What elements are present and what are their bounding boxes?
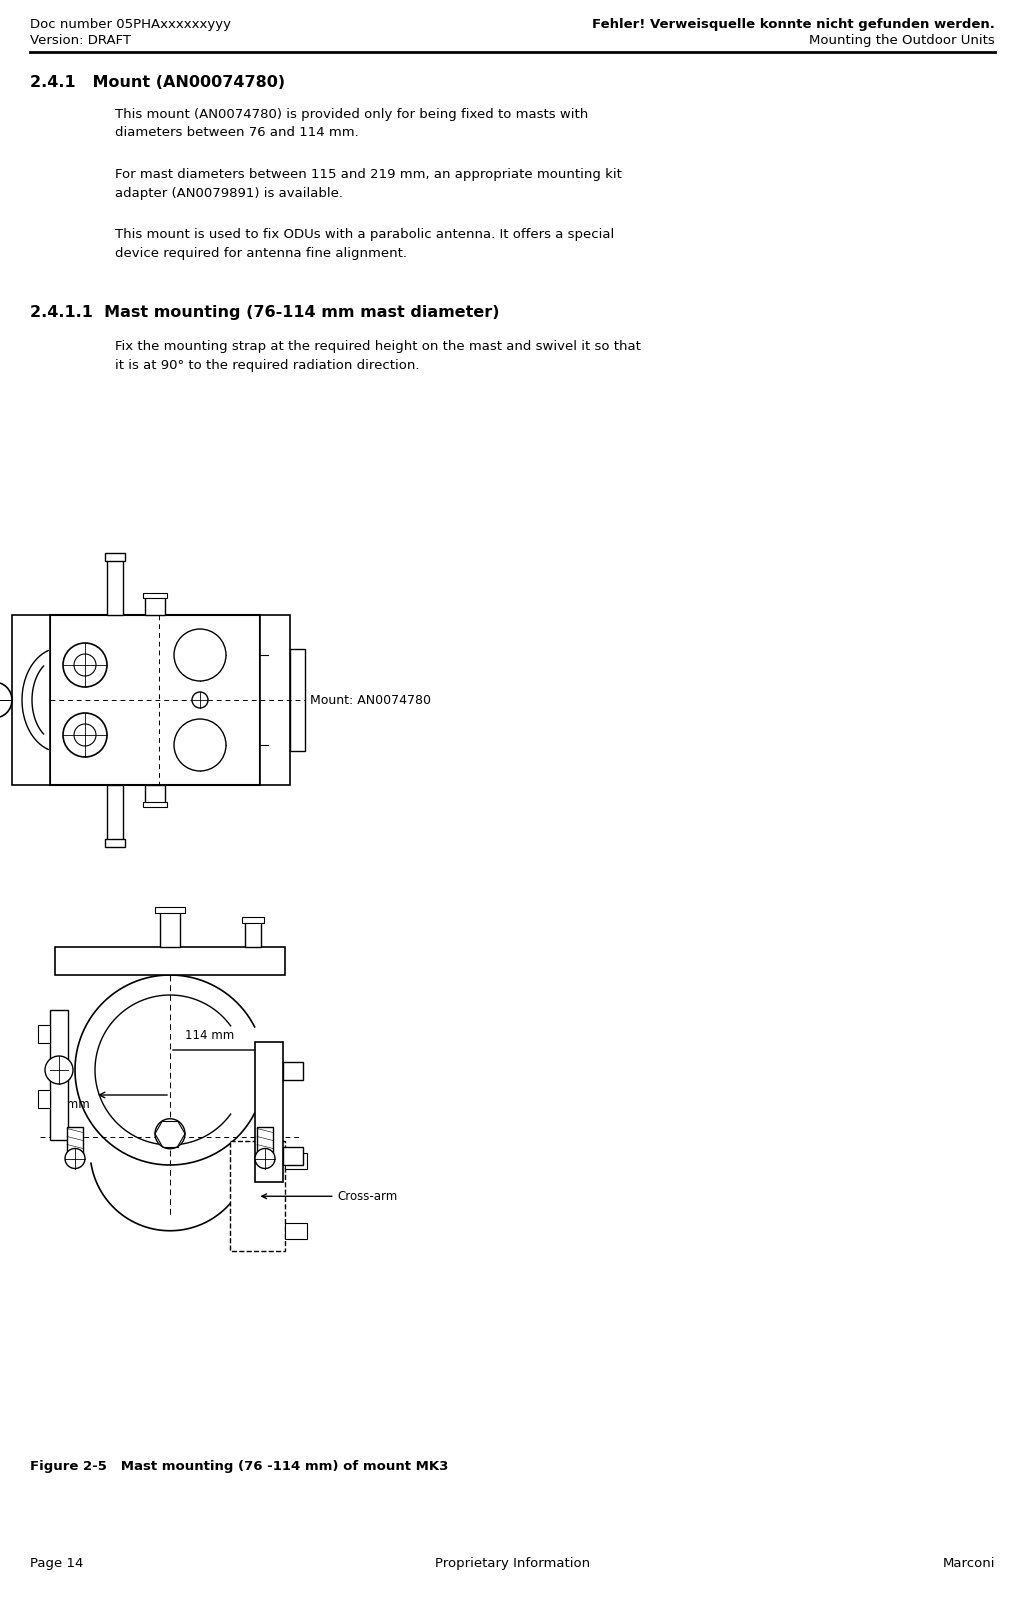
Bar [38,1090,50,1107]
Text: Page 14: Page 14 [30,1556,83,1569]
Text: Version: DRAFT: Version: DRAFT [30,34,131,46]
Text: For mast diameters between 115 and 219 mm, an appropriate mounting kit
adapter (: For mast diameters between 115 and 219 m… [115,168,622,200]
Bar [285,1154,308,1170]
Text: Doc number 05PHAxxxxxxyyy: Doc number 05PHAxxxxxxyyy [30,18,231,30]
Bar [12,615,50,785]
Bar [107,559,123,615]
Circle shape [74,654,96,676]
Bar [260,615,290,785]
Text: Cross-arm: Cross-arm [261,1191,398,1203]
Circle shape [182,638,218,673]
Bar [245,922,261,948]
Bar [283,1146,303,1165]
Circle shape [255,1149,275,1168]
Bar [155,908,184,912]
Text: Marconi: Marconi [943,1556,995,1569]
Text: 114 mm: 114 mm [184,1029,235,1042]
Circle shape [174,630,226,681]
Text: Mount: AN0074780: Mount: AN0074780 [310,694,430,706]
Text: Fix the mounting strap at the required height on the mast and swivel it so that
: Fix the mounting strap at the required h… [115,340,641,371]
Bar [105,839,125,847]
Bar [105,553,125,561]
Circle shape [155,1119,184,1149]
Bar [255,1042,283,1181]
Text: Mounting the Outdoor Units: Mounting the Outdoor Units [810,34,995,46]
Bar [283,1061,303,1080]
Bar [290,649,305,751]
Bar [50,615,260,785]
Bar [38,1024,50,1043]
Circle shape [65,1149,85,1168]
Circle shape [45,1056,73,1083]
Bar [144,802,167,807]
Bar [145,785,165,804]
Bar [242,917,264,924]
Text: Proprietary Information: Proprietary Information [435,1556,590,1569]
Circle shape [0,682,12,718]
Text: 2.4.1   Mount (AN00074780): 2.4.1 Mount (AN00074780) [30,75,285,89]
Bar [145,598,165,615]
Bar [107,785,123,841]
Circle shape [63,713,107,757]
Circle shape [192,692,208,708]
Text: This mount is used to fix ODUs with a parabolic antenna. It offers a special
dev: This mount is used to fix ODUs with a pa… [115,229,614,259]
Circle shape [192,647,208,663]
Circle shape [192,737,208,753]
Bar [50,1010,68,1139]
Text: 76 mm: 76 mm [48,1098,90,1111]
Bar [230,1141,285,1251]
Text: This mount (AN0074780) is provided only for being fixed to masts with
diameters : This mount (AN0074780) is provided only … [115,109,588,139]
Bar [67,1127,83,1154]
Bar [257,1127,273,1154]
Circle shape [74,724,96,746]
Text: 2.4.1.1  Mast mounting (76-114 mm mast diameter): 2.4.1.1 Mast mounting (76-114 mm mast di… [30,305,499,320]
Bar [144,593,167,598]
Circle shape [182,727,218,762]
Circle shape [63,642,107,687]
Bar [285,1222,308,1240]
Circle shape [174,719,226,770]
Text: Figure 2-5   Mast mounting (76 -114 mm) of mount MK3: Figure 2-5 Mast mounting (76 -114 mm) of… [30,1461,448,1473]
Text: Fehler! Verweisquelle konnte nicht gefunden werden.: Fehler! Verweisquelle konnte nicht gefun… [592,18,995,30]
Bar [160,912,180,948]
Bar [55,948,285,975]
